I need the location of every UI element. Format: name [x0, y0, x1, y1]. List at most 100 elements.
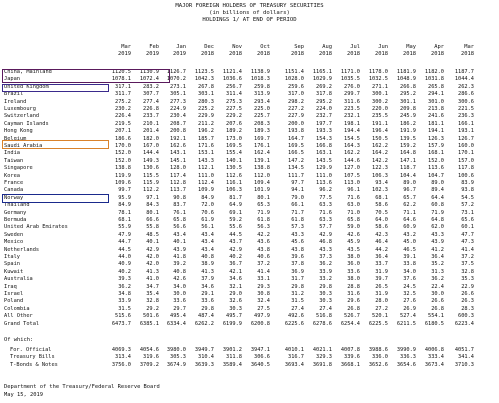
row-value-cell: 46.8 — [319, 239, 332, 246]
table-row: United Kingdom 317.1 283.2 273.1 267.8 256.7 2… — [4, 84, 496, 91]
row-value-cell: 113.7 — [170, 187, 186, 194]
row-value-cell: 31.9 — [375, 291, 388, 297]
row-value-cell: 336.3 — [400, 354, 416, 361]
row-value-cell: 198.1 — [344, 120, 360, 127]
row-value-cell: 29.7 — [173, 305, 186, 312]
row-value-cell: 192.1 — [170, 135, 186, 142]
row-value-cell: 275.2 — [115, 98, 131, 105]
row-value-cell: 43.2 — [403, 231, 416, 238]
row-value-cell: 65.6 — [461, 217, 474, 223]
row-value-cell: 269.2 — [316, 83, 332, 90]
row-value-cell: 36.4 — [431, 254, 444, 260]
row-value-cell: 196.4 — [372, 128, 388, 135]
row-value-cell: 30.3 — [319, 298, 332, 305]
row-value-cell: 6223.4 — [454, 320, 474, 327]
row-value-cell: 26.8 — [431, 305, 444, 312]
table-row: Belgium 186.6 182.0 192.1 185.7 173.0 169.7 164… — [4, 136, 496, 143]
row-value-cell: 29.6 — [347, 298, 360, 305]
row-value-cell: 277.3 — [170, 98, 186, 105]
row-value-cell: 43.3 — [319, 246, 332, 253]
row-value-cell: 30.8 — [257, 291, 270, 297]
row-value-cell: 89.0 — [431, 180, 444, 186]
row-value-cell: 72.0 — [201, 202, 214, 209]
row-value-cell: 106.3 — [372, 172, 388, 179]
table-row: Thailand 84.9 84.3 83.7 72.0 64.9 65.3 66.1 63.3… — [4, 202, 496, 209]
row-value-cell: 38.9 — [201, 261, 214, 268]
row-value-cell: 492.6 — [288, 313, 304, 320]
row-value-cell: 31.6 — [347, 291, 360, 297]
row-value-cell: 1018.3 — [250, 76, 270, 83]
row-value-cell: 3901.2 — [222, 347, 242, 353]
row-value-cell: 40.9 — [118, 261, 131, 268]
row-value-cell: 38.0 — [347, 276, 360, 283]
row-value-cell: 101.9 — [254, 187, 270, 194]
row-value-cell: 43.9 — [173, 246, 186, 253]
row-value-cell: 307.7 — [143, 91, 159, 98]
table-row: Kuwait 40.2 41.3 40.8 41.3 42.1 41.4 36.9 33.9 33… — [4, 269, 496, 276]
row-value-cell: 29.2 — [146, 305, 159, 312]
row-value-cell: 56.1 — [201, 224, 214, 231]
row-value-cell: 76.1 — [173, 209, 186, 216]
row-value-cell: 276.0 — [344, 83, 360, 90]
row-value-cell: 275.3 — [226, 98, 242, 105]
row-value-cell: 43.8 — [291, 246, 304, 253]
row-value-cell: 4021.1 — [312, 347, 332, 353]
column-header-year: 2018 — [461, 51, 474, 57]
row-value-cell: 115.9 — [143, 180, 159, 186]
row-value-cell: 36.9 — [291, 268, 304, 275]
row-value-cell: 208.3 — [254, 120, 270, 127]
table-row: Netherlands 44.5 42.9 43.9 43.4 42.9 43.8 43.8 4… — [4, 247, 496, 254]
row-value-cell: 29.3 — [257, 283, 270, 290]
row-value-cell: 299.7 — [344, 91, 360, 98]
row-value-cell: 303.1 — [198, 91, 214, 98]
row-value-cell: 262.3 — [458, 83, 474, 90]
row-value-cell: 99.7 — [118, 187, 131, 194]
row-value-cell: 66.6 — [146, 217, 159, 223]
row-value-cell: 71.6 — [347, 194, 360, 201]
row-value-cell: 194.4 — [344, 128, 360, 135]
row-country-name: Colombia — [4, 305, 30, 312]
row-value-cell: 164.7 — [288, 135, 304, 142]
row-value-cell: 22.9 — [461, 283, 474, 290]
row-country-name: Italy — [4, 254, 20, 260]
row-value-cell: 31.5 — [118, 305, 131, 312]
row-value-cell: 6180.5 — [424, 320, 444, 327]
table-row: Saudi Arabia 170.0 167.0 162.6 171.6 169.5 176… — [4, 143, 496, 150]
row-value-cell: 229.9 — [198, 113, 214, 120]
row-value-cell: 27.2 — [375, 305, 388, 312]
row-value-cell: 3990.9 — [396, 347, 416, 353]
row-value-cell: 117.8 — [458, 165, 474, 172]
table-row: France 109.6 115.9 112.8 112.4 116.1 109.4 97.7… — [4, 180, 496, 187]
row-country-name: Bermuda — [4, 217, 27, 223]
row-value-cell: 185.7 — [198, 135, 214, 142]
row-value-cell: 71.7 — [291, 209, 304, 216]
row-country-name: India — [4, 150, 20, 157]
row-value-cell: 4010.1 — [284, 347, 304, 353]
row-value-cell: 210.1 — [143, 120, 159, 127]
row-value-cell: 1123.5 — [194, 69, 214, 75]
row-value-cell: 54.5 — [461, 194, 474, 201]
row-value-cell: 38.0 — [347, 254, 360, 260]
row-country-name: United Kingdom — [4, 83, 49, 90]
column-header-month: Apr — [434, 44, 444, 50]
column-header-year: 2019 — [118, 51, 131, 57]
row-value-cell: 501.6 — [143, 313, 159, 320]
row-value-cell: 267.8 — [198, 83, 214, 90]
row-value-cell: 57.2 — [461, 202, 474, 209]
row-value-cell: 266.8 — [400, 83, 416, 90]
row-value-cell: 305.1 — [170, 91, 186, 98]
row-value-cell: 55.6 — [229, 224, 242, 231]
row-value-cell: 55.8 — [146, 224, 159, 231]
row-value-cell: 171.6 — [198, 143, 214, 149]
row-value-cell: 152.0 — [115, 157, 131, 164]
row-value-cell: 95.9 — [118, 194, 131, 201]
row-value-cell: 256.7 — [226, 83, 242, 90]
row-value-cell: 140.1 — [226, 157, 242, 164]
row-country-name: China, Mainland — [4, 69, 52, 75]
row-country-name: Kuwait — [4, 268, 24, 275]
row-value-cell: 298.2 — [288, 98, 304, 105]
row-value-cell: 71.0 — [347, 209, 360, 216]
row-value-cell: 43.4 — [201, 239, 214, 246]
row-value-cell: 3654.6 — [396, 361, 416, 368]
